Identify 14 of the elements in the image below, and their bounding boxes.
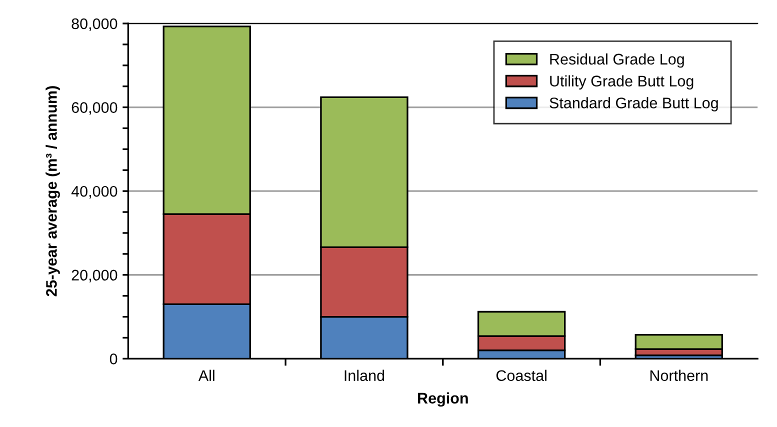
y-tick-label: 20,000 xyxy=(72,270,118,282)
x-tick-label: All xyxy=(198,370,214,381)
x-axis-title: Region xyxy=(418,392,468,407)
y-tick-label: 80,000 xyxy=(72,18,118,31)
legend-label: Utility Grade Butt Log xyxy=(550,75,694,90)
y-tick-label: 0 xyxy=(110,354,118,364)
x-tick-label: Inland xyxy=(344,370,384,382)
legend-label: Standard Grade Butt Log xyxy=(550,97,718,112)
x-tick-label: Coastal xyxy=(496,370,546,382)
y-tick-label: 60,000 xyxy=(72,102,118,115)
y-axis-title: 25-year average (m³ / annum) xyxy=(46,86,60,296)
y-tick-label: 40,000 xyxy=(71,186,118,199)
legend-label: Residual Grade Log xyxy=(550,53,684,68)
x-tick-label: Northern xyxy=(650,370,708,382)
